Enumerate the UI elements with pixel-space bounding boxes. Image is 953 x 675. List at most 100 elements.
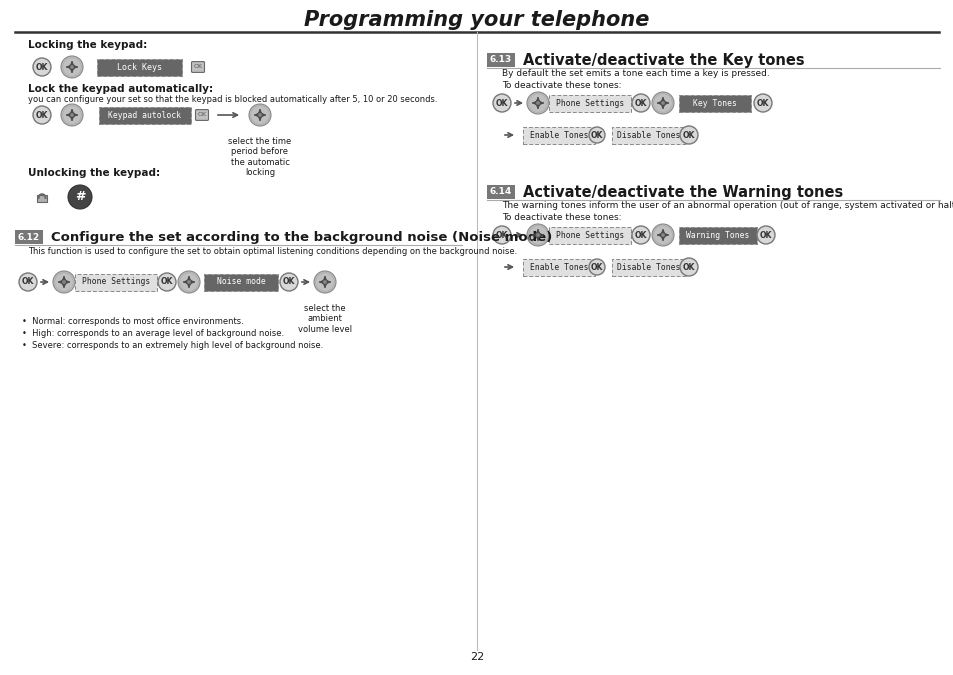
Circle shape (757, 226, 774, 244)
Text: 22: 22 (470, 652, 483, 662)
Circle shape (536, 101, 539, 105)
Circle shape (631, 94, 649, 112)
Text: select the
ambient
volume level: select the ambient volume level (297, 304, 352, 334)
Circle shape (70, 65, 74, 69)
FancyBboxPatch shape (612, 126, 685, 144)
Circle shape (62, 280, 66, 284)
FancyBboxPatch shape (522, 259, 595, 275)
Text: 6.12: 6.12 (18, 232, 40, 242)
Text: OK: OK (756, 99, 768, 107)
Text: Lock the keypad automatically:: Lock the keypad automatically: (28, 84, 213, 94)
Text: OK: OK (197, 113, 207, 117)
Circle shape (68, 185, 91, 209)
Text: Programming your telephone: Programming your telephone (304, 10, 649, 30)
Text: To deactivate these tones:: To deactivate these tones: (501, 80, 620, 90)
Text: By default the set emits a tone each time a key is pressed.: By default the set emits a tone each tim… (501, 68, 769, 78)
Text: The warning tones inform the user of an abnormal operation (out of range, system: The warning tones inform the user of an … (501, 200, 953, 209)
Text: Locking the keypad:: Locking the keypad: (28, 40, 147, 50)
Text: OK: OK (282, 277, 294, 286)
Circle shape (753, 94, 771, 112)
Circle shape (323, 280, 327, 284)
FancyBboxPatch shape (486, 185, 515, 199)
Circle shape (679, 126, 698, 144)
Circle shape (651, 92, 673, 114)
FancyBboxPatch shape (612, 259, 685, 275)
FancyBboxPatch shape (486, 53, 515, 67)
FancyBboxPatch shape (99, 107, 191, 124)
Text: Keypad autolock: Keypad autolock (109, 111, 181, 119)
Text: •  Severe: corresponds to an extremely high level of background noise.: • Severe: corresponds to an extremely hi… (22, 340, 323, 350)
Circle shape (61, 104, 83, 126)
Circle shape (257, 113, 262, 117)
Text: Unlocking the keypad:: Unlocking the keypad: (28, 168, 160, 178)
FancyBboxPatch shape (679, 95, 750, 111)
Circle shape (588, 259, 604, 275)
Circle shape (526, 224, 548, 246)
Circle shape (158, 273, 175, 291)
Text: Phone Settings: Phone Settings (82, 277, 150, 286)
FancyBboxPatch shape (679, 227, 757, 244)
Circle shape (314, 271, 335, 293)
Circle shape (493, 94, 511, 112)
FancyBboxPatch shape (15, 230, 43, 244)
Circle shape (19, 273, 37, 291)
Text: you can configure your set so that the keypad is blocked automatically after 5, : you can configure your set so that the k… (28, 95, 437, 105)
Circle shape (280, 273, 297, 291)
Text: OK: OK (193, 65, 202, 70)
Circle shape (33, 106, 51, 124)
Text: 6.13: 6.13 (490, 55, 512, 65)
Text: OK: OK (682, 130, 695, 140)
Text: Configure the set according to the background noise (Noise mode): Configure the set according to the backg… (51, 230, 552, 244)
Text: OK: OK (759, 230, 771, 240)
Text: OK: OK (22, 277, 34, 286)
Circle shape (33, 58, 51, 76)
Text: Key Tones: Key Tones (692, 99, 736, 107)
Circle shape (70, 113, 74, 117)
Text: Disable Tones: Disable Tones (617, 263, 680, 271)
Circle shape (651, 224, 673, 246)
Text: OK: OK (590, 130, 602, 140)
FancyBboxPatch shape (522, 126, 595, 144)
Text: Enable Tones: Enable Tones (529, 130, 588, 140)
Text: Phone Settings: Phone Settings (556, 99, 623, 107)
FancyBboxPatch shape (97, 59, 182, 76)
Text: OK: OK (161, 277, 173, 286)
Circle shape (178, 271, 200, 293)
Circle shape (249, 104, 271, 126)
FancyBboxPatch shape (195, 109, 209, 120)
Text: 6.14: 6.14 (489, 188, 512, 196)
Text: •  Normal: corresponds to most office environments.: • Normal: corresponds to most office env… (22, 317, 244, 325)
Text: Warning Tones: Warning Tones (685, 230, 749, 240)
Text: OK: OK (634, 230, 646, 240)
FancyBboxPatch shape (548, 95, 630, 111)
Text: •  High: corresponds to an average level of background noise.: • High: corresponds to an average level … (22, 329, 284, 338)
Text: To deactivate these tones:: To deactivate these tones: (501, 213, 620, 221)
Circle shape (526, 92, 548, 114)
Circle shape (660, 101, 664, 105)
Text: Lock Keys: Lock Keys (117, 63, 162, 72)
Text: This function is used to configure the set to obtain optimal listening condition: This function is used to configure the s… (28, 248, 517, 256)
Text: OK: OK (36, 111, 49, 119)
Circle shape (61, 56, 83, 78)
Text: OK: OK (496, 99, 508, 107)
Circle shape (679, 258, 698, 276)
Circle shape (660, 233, 664, 237)
Text: OK: OK (590, 263, 602, 271)
Text: Noise mode: Noise mode (216, 277, 265, 286)
Text: OK: OK (634, 99, 646, 107)
Text: Activate/deactivate the Warning tones: Activate/deactivate the Warning tones (522, 184, 842, 200)
Text: Phone Settings: Phone Settings (556, 230, 623, 240)
FancyBboxPatch shape (548, 227, 630, 244)
Text: Disable Tones: Disable Tones (617, 130, 680, 140)
Text: Enable Tones: Enable Tones (529, 263, 588, 271)
Circle shape (588, 127, 604, 143)
Circle shape (493, 226, 511, 244)
Circle shape (631, 226, 649, 244)
Text: OK: OK (496, 230, 508, 240)
Circle shape (187, 280, 191, 284)
FancyBboxPatch shape (75, 273, 157, 290)
Text: OK: OK (682, 263, 695, 271)
Text: #: # (74, 190, 85, 203)
Circle shape (536, 233, 539, 237)
FancyBboxPatch shape (36, 194, 48, 202)
